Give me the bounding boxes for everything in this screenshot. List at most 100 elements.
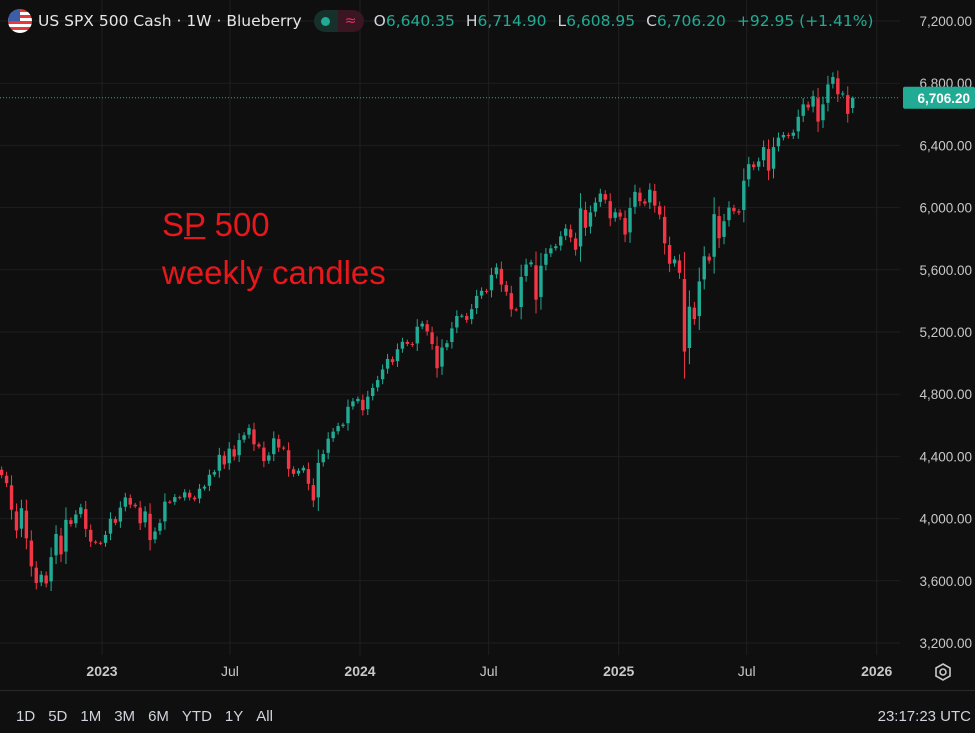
candle-body — [192, 497, 197, 500]
annotation-text: 500 — [205, 206, 270, 243]
candle-body — [286, 450, 291, 469]
candle-body — [766, 148, 771, 171]
candle-body — [583, 209, 588, 228]
candle — [653, 183, 657, 213]
candle — [207, 469, 212, 492]
candle-body — [4, 475, 9, 484]
candle — [549, 244, 553, 257]
candle — [54, 525, 58, 565]
candle-body — [113, 519, 118, 523]
candle — [554, 243, 558, 251]
candle — [252, 422, 256, 451]
candle — [168, 500, 172, 504]
ohlc-values: O6,640.35 H6,714.90 L6,608.95 C6,706.20 … — [374, 12, 880, 30]
candle — [658, 201, 662, 220]
candle — [410, 341, 415, 347]
price-tick-label: 3,200.00 — [919, 636, 972, 651]
symbol-title[interactable]: US SPX 500 Cash · 1W · Blueberry — [38, 12, 302, 30]
time-tick-label: 2026 — [861, 663, 892, 679]
candle — [183, 489, 187, 501]
range-1m[interactable]: 1M — [80, 708, 102, 725]
candle — [752, 161, 756, 171]
range-ytd[interactable]: YTD — [181, 708, 212, 725]
candle — [514, 307, 518, 312]
candle-body — [14, 511, 19, 531]
price-chart[interactable]: 7,200.006,800.006,400.006,000.005,600.00… — [0, 0, 975, 690]
price-tick-label: 6,400.00 — [919, 138, 972, 153]
candle-body — [351, 401, 355, 407]
gear-icon[interactable] — [933, 662, 953, 682]
chart-annotation[interactable]: SP 500 weekly candles — [162, 201, 386, 297]
candle-body — [415, 326, 419, 344]
candle — [158, 519, 162, 535]
candle-body — [395, 349, 400, 362]
candle-body — [272, 438, 276, 455]
candle — [499, 261, 504, 292]
candle-body — [613, 212, 617, 218]
candle-body — [786, 135, 791, 137]
open-label: O — [373, 12, 386, 30]
candle-body — [445, 343, 449, 348]
range-1y[interactable]: 1Y — [224, 708, 244, 725]
candle-body — [455, 315, 459, 328]
range-all[interactable]: All — [256, 708, 273, 725]
candle-body — [821, 104, 825, 121]
candle — [103, 530, 108, 547]
candle-body — [717, 216, 721, 239]
candle-body — [648, 189, 652, 203]
close-label: C — [646, 12, 657, 30]
price-tick-label: 4,800.00 — [919, 387, 972, 402]
candle — [296, 468, 301, 476]
status-pill[interactable]: ≈ — [313, 10, 364, 32]
candle — [722, 213, 726, 245]
candle — [593, 197, 598, 217]
candle-body — [336, 426, 340, 432]
candle-body — [158, 523, 162, 531]
candle-body — [732, 207, 736, 212]
candle-body — [153, 531, 157, 540]
change-value: +92.95 (+1.41%) — [736, 12, 874, 30]
candle — [272, 431, 276, 462]
candle-body — [776, 137, 781, 147]
candle-body — [722, 221, 726, 237]
candle-body — [598, 193, 603, 202]
candle — [504, 281, 509, 296]
candle-body — [682, 279, 687, 352]
candle — [435, 336, 439, 378]
candles — [0, 70, 855, 592]
annotation-text: P — [184, 206, 206, 243]
candle — [776, 132, 781, 152]
time-axis[interactable]: 2023 Jul 2024 Jul 2025 Jul 2026 — [86, 663, 892, 679]
candle — [667, 236, 672, 273]
candle — [138, 500, 142, 531]
candle-body — [514, 309, 518, 311]
candle-body — [247, 428, 251, 435]
candle — [440, 339, 444, 375]
utc-clock[interactable]: 23:17:23 UTC — [877, 708, 971, 725]
candle-body — [761, 147, 766, 161]
candle-body — [281, 447, 286, 449]
range-6m[interactable]: 6M — [148, 708, 169, 725]
close-value: 6,706.20 — [656, 12, 726, 30]
candle — [237, 433, 241, 463]
time-tick-label: 2024 — [344, 663, 375, 679]
candle — [519, 264, 523, 320]
price-tick-label: 6,000.00 — [919, 201, 972, 216]
range-1d[interactable]: 1D — [16, 708, 36, 725]
candle-body — [311, 485, 316, 501]
candle — [727, 201, 731, 227]
time-tick-label: Jul — [221, 663, 239, 679]
candle — [420, 320, 424, 330]
candle — [573, 232, 578, 256]
candle — [395, 343, 400, 367]
candle — [356, 396, 360, 404]
candle — [766, 139, 771, 181]
candle — [380, 364, 385, 385]
price-axis[interactable]: 7,200.006,800.006,400.006,000.005,600.00… — [919, 14, 972, 651]
range-5d[interactable]: 5D — [48, 708, 68, 725]
candle-body — [59, 535, 63, 555]
range-3m[interactable]: 3M — [114, 708, 136, 725]
candle-body — [341, 424, 345, 426]
candle-body — [658, 206, 662, 215]
candle-body — [469, 309, 474, 320]
